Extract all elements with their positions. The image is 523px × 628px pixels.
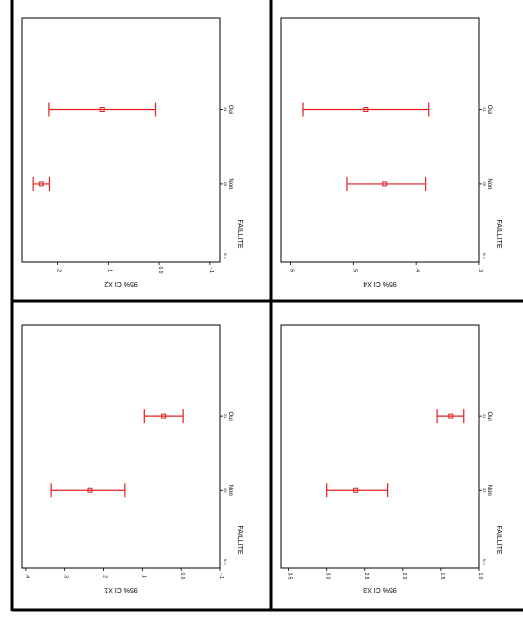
n-count-label: 25 [223,182,228,187]
category-label: Non [227,178,233,189]
plot-area [280,17,480,263]
x-axis-title: FAILLITE [236,219,243,249]
value-tick-label: 1.0 [477,573,483,580]
mean-marker [448,413,454,419]
mean-marker [87,487,93,493]
plot-area [280,324,480,569]
category-label: Oui [486,411,492,420]
n-count-label: 21 [482,107,487,112]
value-tick-label: .1 [106,268,112,272]
value-tick-label: 0.0 [179,573,185,580]
panel-frame [10,0,523,612]
y-axis-title: 95% CI X3 [363,586,397,593]
error-bar-oui [143,409,184,424]
value-tick-label: .6 [288,268,294,272]
value-tick-label: .2 [56,268,62,272]
error-bar-non [346,176,427,191]
y-axis-title: 95% CI X2 [104,280,138,287]
value-tick-label: 1.5 [439,573,445,580]
n-count-label: 25 [223,488,228,493]
n-prefix-label: N = [482,559,487,566]
value-tick-label: 3.0 [325,573,331,580]
category-label: Oui [227,105,233,114]
category-label: Non [486,485,492,496]
value-tick-label: .4 [24,574,30,578]
value-tick-label: .3 [63,574,69,578]
mean-marker [99,107,105,112]
y-axis-title: 95% CI X1 [104,586,138,593]
mean-marker [363,107,369,112]
value-tick-label: 0.0 [157,267,163,274]
value-tick-label: 3.5 [287,573,293,580]
n-prefix-label: N = [482,253,487,260]
mean-marker [38,181,44,187]
value-tick-label: 2.0 [401,573,407,580]
x-axis-title: FAILLITE [236,525,243,555]
mean-marker [161,413,167,419]
x-axis-title: FAILLITE [495,525,502,555]
error-bar-non [326,483,389,498]
n-count-label: 25 [482,182,487,187]
n-count-label: 21 [482,414,487,419]
category-label: Non [227,485,233,496]
value-tick-label: .3 [477,268,483,272]
mean-marker [382,181,388,187]
n-prefix-label: N = [223,559,228,566]
n-prefix-label: N = [223,253,228,260]
error-bar-oui [302,102,430,117]
value-tick-label: 2.5 [363,573,369,580]
n-count-label: 25 [482,488,487,493]
n-count-label: 21 [223,107,228,112]
category-label: Oui [486,105,492,114]
category-label: Non [486,178,492,189]
value-tick-label: -.1 [208,267,214,273]
value-tick-label: .5 [351,268,357,272]
mean-marker [353,487,359,493]
n-count-label: 21 [223,414,228,419]
value-tick-label: -.1 [218,573,224,579]
value-tick-label: .4 [414,268,420,272]
category-label: Oui [227,411,233,420]
error-bar-oui [48,102,157,117]
value-tick-label: .1 [140,574,146,578]
y-axis-title: 95% CI X4 [363,280,397,287]
error-bar-non [50,483,126,498]
error-bar-oui [436,409,465,424]
plot-area [21,17,221,263]
value-tick-label: .2 [102,574,108,578]
plot-area [21,324,221,569]
error-bar-non [32,176,51,191]
x-axis-title: FAILLITE [495,219,502,249]
